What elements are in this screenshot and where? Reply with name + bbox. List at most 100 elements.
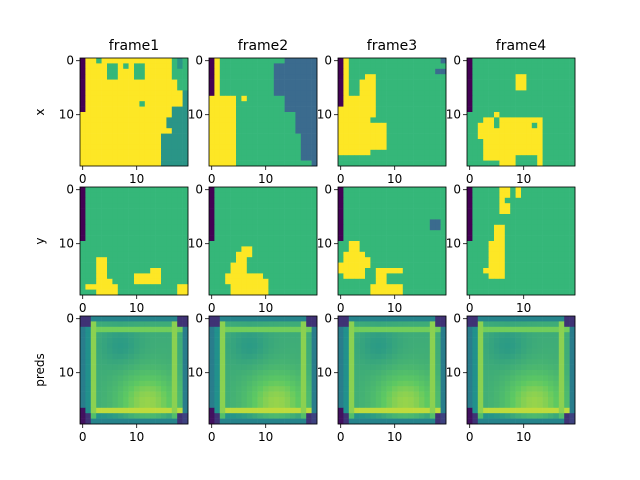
heatmap-cell (521, 353, 527, 360)
heatmap-cell (370, 101, 377, 107)
heatmap-cell (429, 348, 436, 355)
heatmap-cell (279, 101, 285, 107)
heatmap-cell (526, 224, 533, 231)
heatmap-cell (408, 370, 414, 376)
heatmap-cell (467, 95, 473, 102)
heatmap-cell (343, 63, 350, 70)
heatmap-cell (219, 106, 226, 113)
heatmap-cell (166, 203, 173, 209)
heatmap-cell (569, 370, 576, 376)
heatmap-cell (429, 128, 436, 134)
heatmap-cell (392, 90, 398, 97)
heatmap-cell (150, 139, 156, 145)
heatmap-cell (435, 316, 441, 322)
heatmap-cell (306, 316, 312, 322)
heatmap-cell (467, 128, 473, 134)
heatmap-cell (263, 407, 269, 414)
heatmap-cell (504, 192, 511, 199)
heatmap-cell (531, 122, 538, 129)
heatmap-cell (504, 241, 511, 247)
heatmap-cell (150, 241, 156, 247)
heatmap-cell (257, 359, 264, 365)
heatmap-cell (499, 214, 506, 220)
heatmap-cell (268, 139, 275, 145)
heatmap-cell (488, 68, 495, 75)
heatmap-cell (564, 63, 570, 70)
heatmap-cell (268, 418, 275, 425)
heatmap-cell (408, 197, 414, 204)
heatmap-cell (467, 407, 473, 414)
heatmap-cell (311, 58, 318, 64)
heatmap-cell (370, 380, 377, 387)
heatmap-cell (209, 155, 215, 161)
heatmap-cell (467, 241, 473, 247)
heatmap-cell (375, 208, 382, 215)
heatmap-cell (424, 343, 431, 349)
heatmap-cell (306, 321, 312, 328)
heatmap-cell (300, 359, 307, 365)
heatmap-cell (96, 208, 102, 215)
heatmap-cell (429, 321, 436, 328)
heatmap-cell (219, 214, 226, 220)
heatmap-cell (510, 364, 516, 371)
heatmap-cell (472, 128, 479, 134)
heatmap-cell (343, 214, 350, 220)
heatmap-cell (123, 278, 129, 285)
heatmap-cell (117, 273, 124, 280)
heatmap-cell (225, 219, 231, 226)
heatmap-cell (477, 79, 484, 86)
heatmap-cell (311, 413, 318, 419)
heatmap-cell (375, 262, 382, 269)
heatmap-cell (306, 192, 312, 199)
heatmap-cell (134, 160, 140, 167)
heatmap-cell (397, 284, 404, 290)
heatmap-cell (123, 262, 129, 269)
heatmap-cell (526, 257, 533, 263)
heatmap-cell (354, 246, 360, 253)
heatmap-cell (564, 197, 570, 204)
heatmap-cell (558, 144, 565, 151)
heatmap-cell (225, 192, 231, 199)
heatmap-cell (521, 219, 527, 226)
heatmap-cell (123, 208, 129, 215)
heatmap-cell (252, 219, 258, 226)
heatmap-cell (537, 289, 543, 296)
heatmap-cell (504, 343, 511, 349)
heatmap-cell (343, 133, 350, 140)
heatmap-cell (273, 332, 280, 338)
heatmap-cell (230, 192, 237, 199)
heatmap-cell (155, 407, 162, 414)
heatmap-cell (499, 68, 506, 75)
heatmap-cell (241, 407, 248, 414)
heatmap-cell (408, 128, 414, 134)
y-tick-label: 0 (66, 54, 74, 68)
heatmap-cell (144, 230, 151, 236)
heatmap-cell (343, 197, 350, 204)
heatmap-cell (413, 278, 420, 285)
heatmap-cell (117, 235, 124, 242)
heatmap-cell (564, 370, 570, 376)
heatmap-cell (472, 353, 479, 360)
heatmap-cell (236, 128, 242, 134)
heatmap-cell (246, 203, 253, 209)
heatmap-cell (107, 160, 113, 167)
heatmap-cell (499, 391, 506, 398)
heatmap-cell (295, 160, 302, 167)
heatmap-cell (230, 101, 237, 107)
heatmap-cell (408, 90, 414, 97)
heatmap-cell (348, 386, 355, 392)
heatmap-cell (381, 332, 387, 338)
heatmap-cell (472, 359, 479, 365)
heatmap-cell (402, 251, 409, 258)
heatmap-cell (128, 257, 135, 263)
heatmap-cell (537, 391, 543, 398)
heatmap-cell (311, 364, 318, 371)
heatmap-cell (537, 79, 543, 86)
heatmap-cell (494, 391, 500, 398)
heatmap-cell (236, 95, 242, 102)
heatmap-cell (246, 235, 253, 242)
heatmap-cell (246, 192, 253, 199)
heatmap-cell (123, 122, 129, 129)
heatmap-cell (531, 224, 538, 231)
